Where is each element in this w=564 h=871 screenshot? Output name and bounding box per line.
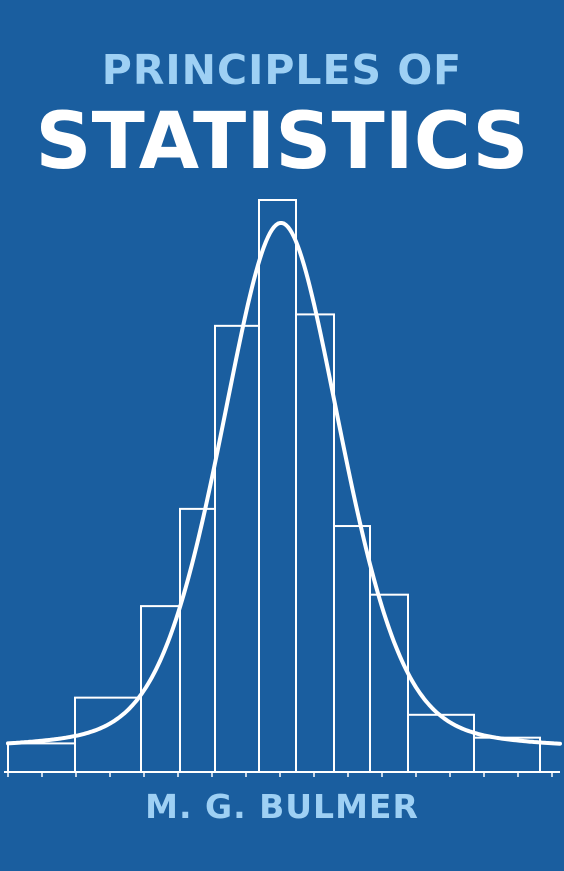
histogram-bar: [369, 593, 409, 773]
author-name: M. G. BULMER: [145, 787, 419, 826]
histogram-bars: [7, 199, 541, 774]
histogram-bar: [7, 742, 76, 774]
histogram-bar: [214, 324, 260, 773]
histogram-bar: [258, 199, 297, 773]
title-statistics: STATISTICS: [35, 97, 529, 187]
title-principles-of: PRINCIPLES OF: [101, 46, 463, 94]
histogram-bar: [407, 713, 475, 773]
histogram-bar: [295, 313, 335, 773]
histogram-axis: [4, 771, 560, 777]
histogram-bar: [333, 525, 371, 773]
normal-curve: [6, 221, 562, 746]
